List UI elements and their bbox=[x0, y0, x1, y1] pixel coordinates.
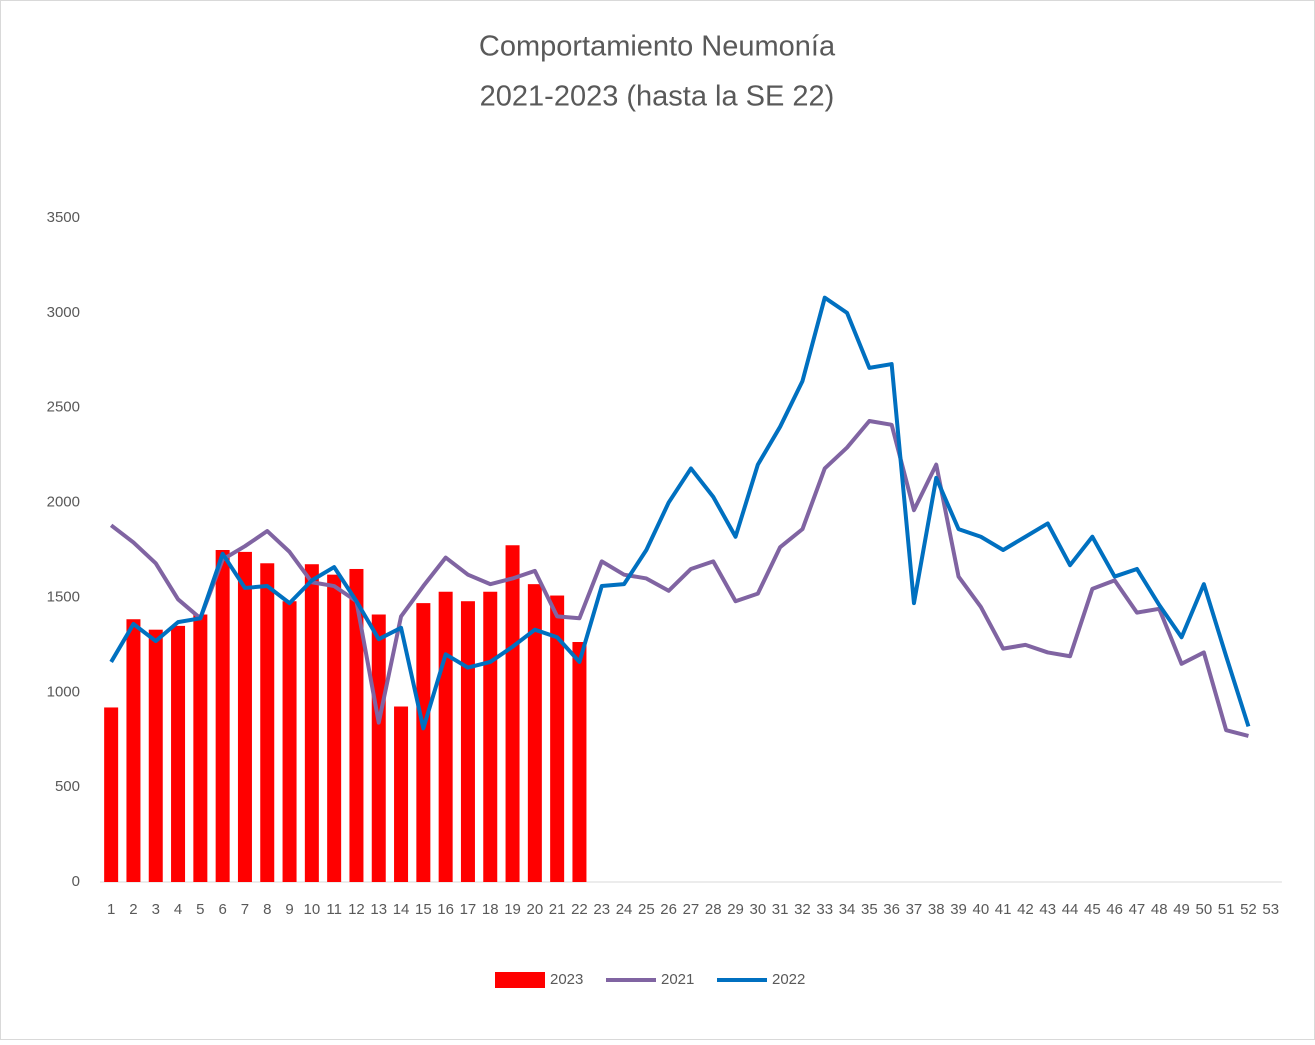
x-tick-label: 31 bbox=[772, 901, 789, 918]
bar bbox=[527, 584, 542, 882]
bar bbox=[171, 625, 186, 882]
x-tick-label: 45 bbox=[1084, 901, 1101, 918]
x-tick-label: 3 bbox=[152, 901, 160, 918]
y-tick-label: 3500 bbox=[47, 209, 80, 226]
bar bbox=[505, 545, 520, 882]
bar bbox=[126, 619, 141, 882]
bar bbox=[416, 603, 431, 882]
x-tick-label: 28 bbox=[705, 901, 722, 918]
bar bbox=[193, 614, 208, 882]
y-tick-label: 1500 bbox=[47, 588, 80, 605]
x-tick-label: 21 bbox=[549, 901, 566, 918]
bar bbox=[104, 707, 119, 882]
legend-label: 2023 bbox=[550, 971, 583, 988]
x-tick-label: 35 bbox=[861, 901, 878, 918]
x-tick-label: 23 bbox=[593, 901, 610, 918]
x-tick-label: 16 bbox=[437, 901, 454, 918]
x-tick-label: 5 bbox=[196, 901, 204, 918]
bar bbox=[215, 550, 230, 882]
line-series bbox=[109, 295, 1251, 731]
x-tick-label: 14 bbox=[393, 901, 410, 918]
bar bbox=[371, 614, 386, 882]
y-tick-label: 2500 bbox=[47, 399, 80, 416]
x-tick-label: 39 bbox=[950, 901, 967, 918]
x-tick-label: 6 bbox=[218, 901, 226, 918]
y-tick-label: 1000 bbox=[47, 683, 80, 700]
x-tick-label: 41 bbox=[995, 901, 1012, 918]
bar bbox=[349, 568, 364, 882]
x-tick-label: 1 bbox=[107, 901, 115, 918]
x-tick-label: 10 bbox=[304, 901, 321, 918]
x-tick-label: 11 bbox=[326, 901, 342, 918]
x-tick-label: 52 bbox=[1240, 901, 1257, 918]
x-tick-label: 29 bbox=[727, 901, 744, 918]
bar bbox=[572, 642, 587, 882]
bar bbox=[460, 601, 475, 882]
bar bbox=[304, 564, 319, 882]
bar bbox=[282, 601, 297, 882]
x-tick-label: 50 bbox=[1196, 901, 1213, 918]
x-tick-label: 15 bbox=[415, 901, 432, 918]
legend-label: 2022 bbox=[772, 971, 805, 988]
bar bbox=[148, 629, 163, 882]
x-tick-label: 38 bbox=[928, 901, 945, 918]
chart-subtitle: 2021-2023 (hasta la SE 22) bbox=[480, 81, 835, 113]
bar bbox=[260, 563, 275, 882]
x-tick-label: 12 bbox=[348, 901, 365, 918]
line-series bbox=[109, 418, 1249, 738]
y-tick-label: 3000 bbox=[47, 304, 80, 321]
x-tick-label: 40 bbox=[973, 901, 990, 918]
bar bbox=[394, 706, 409, 882]
legend-label: 2021 bbox=[661, 971, 694, 988]
x-tick-label: 9 bbox=[285, 901, 293, 918]
x-tick-label: 34 bbox=[839, 901, 856, 918]
x-tick-label: 36 bbox=[883, 901, 900, 918]
bar bbox=[237, 551, 252, 882]
x-tick-label: 44 bbox=[1062, 901, 1079, 918]
x-tick-label: 25 bbox=[638, 901, 655, 918]
chart-title: Comportamiento Neumonía bbox=[479, 31, 836, 63]
x-tick-label: 37 bbox=[906, 901, 923, 918]
x-tick-label: 7 bbox=[241, 901, 249, 918]
y-tick-label: 500 bbox=[55, 778, 80, 795]
x-tick-label: 27 bbox=[683, 901, 700, 918]
x-tick-label: 42 bbox=[1017, 901, 1034, 918]
x-tick-label: 26 bbox=[660, 901, 677, 918]
x-tick-label: 30 bbox=[750, 901, 767, 918]
x-tick-label: 32 bbox=[794, 901, 811, 918]
legend-swatch bbox=[495, 972, 545, 988]
x-tick-label: 33 bbox=[816, 901, 833, 918]
y-tick-label: 0 bbox=[72, 873, 80, 890]
x-tick-label: 49 bbox=[1173, 901, 1190, 918]
x-tick-label: 19 bbox=[504, 901, 521, 918]
x-tick-label: 20 bbox=[527, 901, 544, 918]
x-tick-label: 46 bbox=[1106, 901, 1123, 918]
bar bbox=[483, 591, 498, 882]
x-tick-label: 18 bbox=[482, 901, 499, 918]
x-tick-label: 53 bbox=[1262, 901, 1279, 918]
x-tick-label: 8 bbox=[263, 901, 271, 918]
x-tick-label: 2 bbox=[129, 901, 137, 918]
x-tick-label: 17 bbox=[460, 901, 477, 918]
x-tick-label: 47 bbox=[1129, 901, 1146, 918]
x-tick-label: 13 bbox=[370, 901, 387, 918]
y-tick-label: 2000 bbox=[47, 494, 80, 511]
bar bbox=[438, 591, 453, 882]
x-tick-label: 51 bbox=[1218, 901, 1235, 918]
x-tick-label: 4 bbox=[174, 901, 182, 918]
x-tick-label: 22 bbox=[571, 901, 588, 918]
bar bbox=[327, 574, 342, 882]
x-tick-label: 43 bbox=[1039, 901, 1056, 918]
x-tick-label: 24 bbox=[616, 901, 633, 918]
x-tick-label: 48 bbox=[1151, 901, 1168, 918]
bar bbox=[550, 595, 565, 882]
